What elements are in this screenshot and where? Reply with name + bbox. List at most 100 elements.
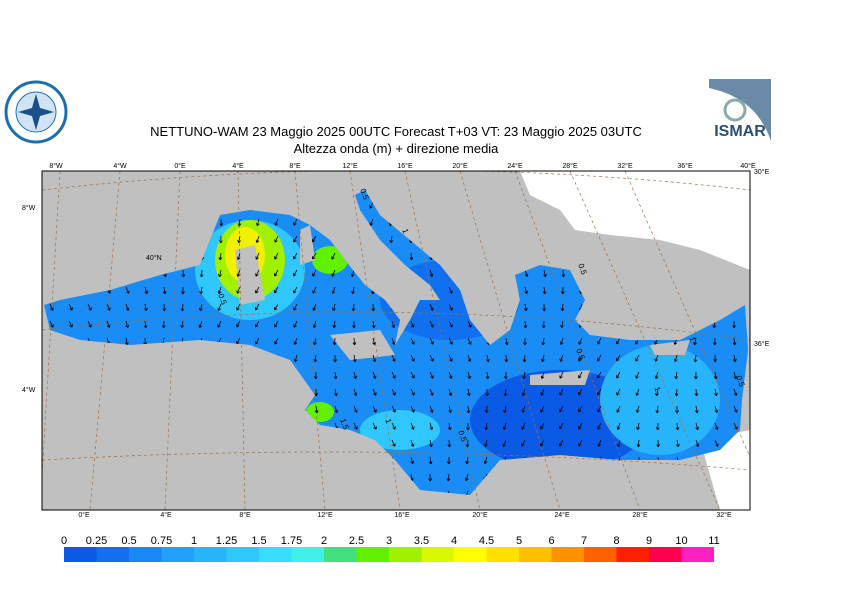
wave-arrow [448,286,453,294]
graticule-label: 40°N [146,254,162,262]
legend-label: 8 [613,535,619,547]
wave-arrow [540,405,545,413]
wave-arrow [466,422,470,431]
wave-arrow [559,388,564,396]
wave-arrow [523,303,528,312]
wave-arrow [448,337,453,345]
wave-arrow [714,422,719,430]
wave-arrow [369,201,374,209]
wave-arrow [428,456,433,465]
wave-arrow [522,354,527,363]
wave-arrow [274,218,279,226]
wave-arrow [674,388,679,397]
wave-arrow [578,439,583,447]
graticule-label: 4°E [232,162,244,170]
wave-arrow [523,320,528,329]
wave-arrow [353,371,358,380]
legend-swatch [454,547,487,562]
graticule-label: 16°E [397,162,413,170]
wave-arrow [312,235,317,243]
wave-arrow [409,252,414,261]
wave-arrow [484,422,489,431]
wave-arrow [351,303,356,312]
wave-arrow [429,354,434,362]
wave-arrow [578,354,583,362]
wave-arrow [181,269,186,278]
legend-label: 6 [548,535,554,547]
wave-arrow [560,303,565,312]
graticule-label: 0°E [174,162,186,170]
wave-arrow [87,320,92,328]
wave-arrow [483,456,488,464]
wave-arrow [484,405,489,414]
wave-arrow [372,354,377,362]
contour-label: 0.5 [734,374,746,388]
wave-arrow [465,439,470,448]
wave-arrow [332,320,337,329]
wave-arrow [125,320,130,329]
wave-arrow [389,235,394,244]
graticule-label: 28°E [632,511,648,519]
logo-left [4,80,68,144]
wave-arrow [540,439,545,447]
graticule-label: 8°E [289,162,301,170]
wave-arrow [448,354,453,362]
wave-arrow [331,286,336,294]
wave-arrow [351,286,355,295]
legend-label: 11 [708,535,719,547]
wave-arrow [429,439,433,448]
graticule-label: 20°E [452,162,468,170]
legend-label: 2.5 [349,535,364,547]
wave-arrow [559,371,564,379]
wave-arrow [293,320,298,328]
wave-arrow [447,439,452,448]
wave-arrow [521,439,526,447]
wave-arrow [410,371,415,379]
contour-label: 0.5 [358,187,370,201]
wave-arrow [410,337,415,345]
wave-arrow [371,303,376,312]
wave-arrow [352,337,357,346]
wave-arrow [219,218,224,227]
wave-arrow [616,354,621,362]
logo-right: ISMAR [709,79,771,141]
legend-label: 0 [61,535,67,547]
wave-arrow [578,371,583,379]
wave-arrow [464,473,469,482]
wave-arrow [559,354,564,362]
wave-arrow [371,320,376,329]
wave-arrow [467,337,472,345]
wave-arrow [333,371,338,380]
wave-arrow [467,354,472,362]
wave-arrow [714,439,719,447]
legend-swatch [64,547,97,562]
wave-arrow [237,218,242,227]
wave-arrow [334,388,338,397]
wave-arrow [352,320,356,329]
wave-arrow [695,422,699,431]
wave-arrow [217,320,222,328]
wave-arrow [524,286,529,295]
wave-arrow [410,456,415,465]
wave-arrow [68,320,73,328]
graticule-label: 28°E [562,162,578,170]
wave-arrow [372,405,377,413]
wave-arrow [467,371,472,380]
wave-arrow [674,371,679,380]
wave-arrow [693,354,698,363]
wave-arrow [448,405,452,414]
wave-arrow [217,286,222,294]
wave-arrow [293,218,298,226]
wave-arrow [712,337,717,346]
wave-arrow [218,269,222,278]
graticule-label: 40°E [740,162,756,170]
wave-arrow [429,337,434,345]
legend-swatch [259,547,292,562]
wave-arrow [693,337,697,346]
wave-arrow [332,337,337,346]
wave-arrow [465,456,470,465]
wave-arrow [199,303,203,312]
graticule-label: 24°E [554,511,570,519]
legend-label: 5 [516,535,522,547]
